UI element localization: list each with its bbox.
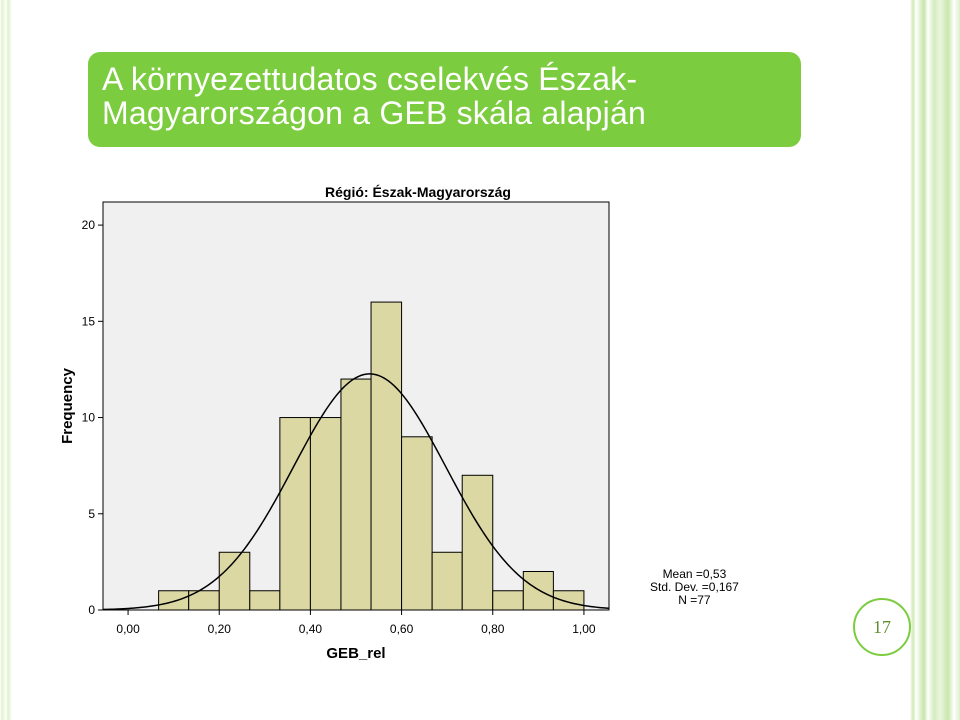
- x-tick-label: 0,20: [208, 622, 232, 636]
- x-tick-label: 0,00: [116, 622, 140, 636]
- y-tick-label: 15: [82, 314, 96, 328]
- histogram-bar-11: [461, 474, 494, 611]
- stat-std-dev: Std. Dev. =0,167: [650, 580, 739, 594]
- histogram-bar-9: [401, 436, 433, 611]
- stat-mean: Mean =0,53: [662, 567, 727, 581]
- page-number-badge: 17: [853, 598, 911, 656]
- y-axis-label: Frequency: [59, 367, 76, 444]
- chart-title: Régió: Észak-Magyarország: [325, 184, 511, 200]
- y-tick-label: 5: [88, 507, 95, 521]
- histogram-bar-12: [492, 590, 524, 611]
- x-tick-label: 1,00: [572, 622, 596, 636]
- histogram-bar-7: [340, 378, 372, 611]
- slide-title-line-1: A környezettudatos cselekvés Észak-: [102, 61, 638, 97]
- y-tick-label: 20: [82, 218, 96, 232]
- histogram-bar-4: [249, 590, 281, 611]
- stat-n: N =77: [678, 593, 711, 607]
- histogram-bar-1: [158, 590, 190, 611]
- x-axis-ticks: 0,00 0,20 0,40 0,60 0,80 1,00: [116, 610, 596, 636]
- histogram-bars: [158, 301, 585, 611]
- x-tick-label: 0,60: [390, 622, 414, 636]
- x-axis-label: GEB_rel: [326, 645, 385, 662]
- y-tick-label: 0: [88, 603, 95, 617]
- y-tick-label: 10: [82, 411, 96, 425]
- y-axis-ticks: 0 5 10 15 20: [82, 218, 103, 617]
- histogram-bar-5: [279, 417, 311, 611]
- histogram-bar-8: [370, 301, 403, 611]
- title-banner: A környezettudatos cselekvés Észak- Magy…: [88, 52, 801, 147]
- x-tick-label: 0,80: [481, 622, 505, 636]
- normal-curve: [102, 373, 610, 611]
- left-edge-decoration: [0, 0, 12, 720]
- histogram-bar-14: [552, 590, 585, 611]
- slide-title-line-2: Magyarországon a GEB skála alapján: [102, 95, 646, 131]
- histogram-bar-10: [431, 551, 463, 611]
- x-tick-label: 0,40: [299, 622, 323, 636]
- statistics-legend: Mean =0,53 Std. Dev. =0,167 N =77: [650, 568, 739, 607]
- histogram-bar-13: [522, 571, 554, 611]
- histogram-bar-6: [309, 417, 342, 611]
- page-number: 17: [873, 616, 891, 637]
- right-edge-decoration: [910, 0, 960, 720]
